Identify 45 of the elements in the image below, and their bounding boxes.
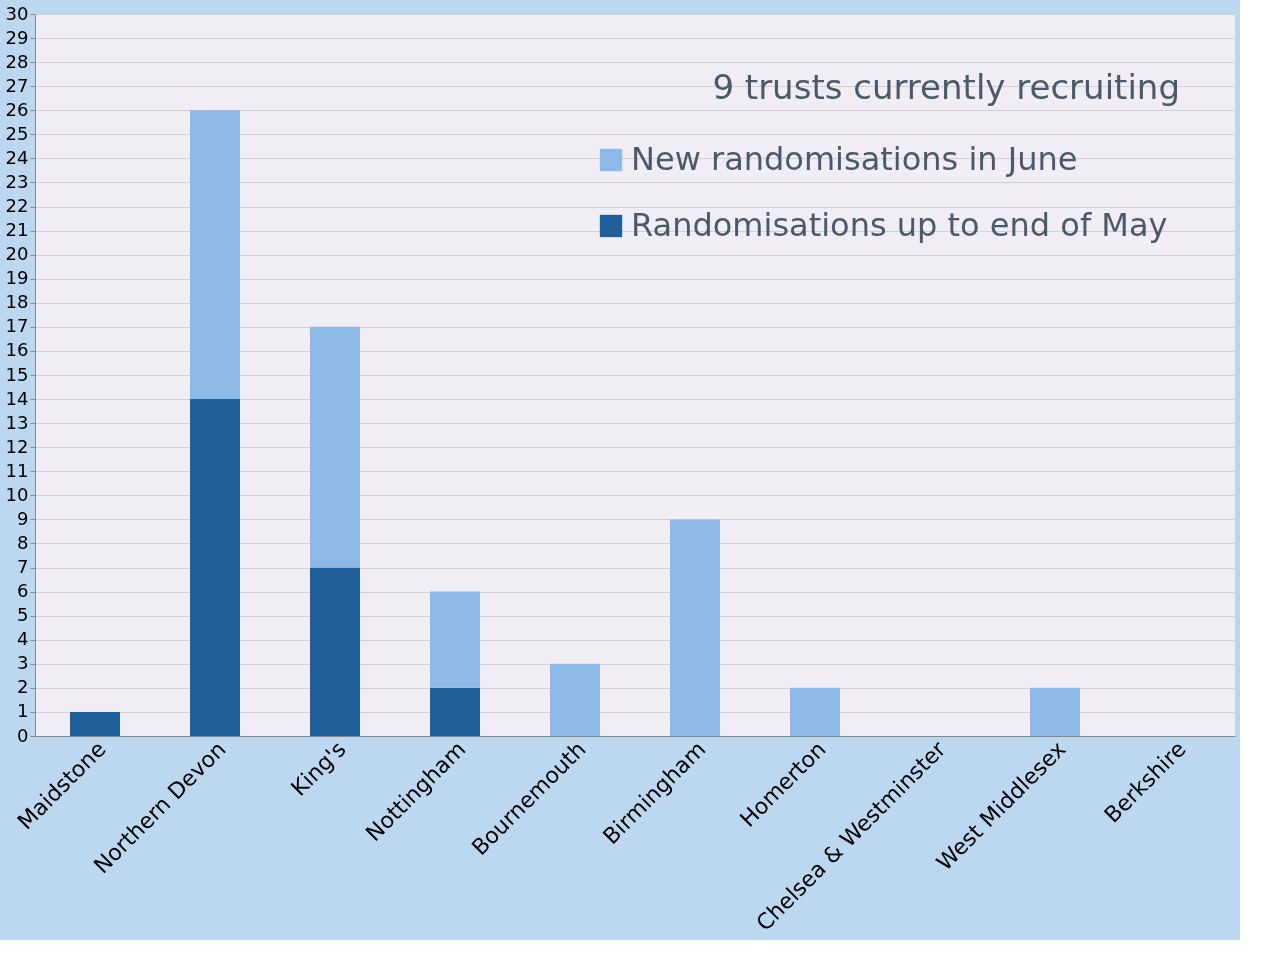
y-tick-label: 14 [5,387,29,409]
y-tick-label: 22 [5,195,29,217]
y-tick-label: 23 [5,170,29,192]
bar [790,687,840,736]
bar [430,591,480,688]
bar [310,326,360,568]
y-tick-label: 5 [17,604,29,626]
y-tick-label: 7 [17,556,29,578]
y-tick-label: 28 [5,50,29,72]
bar [1030,687,1080,736]
y-tick-label: 11 [5,459,29,481]
y-tick-label: 29 [5,26,29,48]
bar [310,567,360,736]
y-tick-label: 3 [17,652,29,674]
y-tick-label: 6 [17,580,29,602]
y-tick-label: 8 [17,531,29,553]
y-tick-label: 12 [5,435,29,457]
legend-label: New randomisations in June [631,140,1078,178]
bar [430,687,480,736]
y-tick-label: 21 [5,219,29,241]
bar [190,399,240,736]
bar [190,110,240,400]
bar [550,663,600,736]
y-tick-label: 4 [17,628,29,650]
legend-label: Randomisations up to end of May [631,206,1168,244]
y-tick-label: 13 [5,411,29,433]
y-tick-label: 18 [5,291,29,313]
y-tick-label: 9 [17,507,29,529]
y-tick-label: 0 [17,724,29,746]
y-tick-label: 19 [5,267,29,289]
y-tick-label: 25 [5,122,29,144]
bar [70,711,120,736]
bar [670,519,720,736]
y-tick-label: 16 [5,339,29,361]
y-tick-label: 30 [5,2,29,24]
y-tick-label: 20 [5,243,29,265]
y-tick-label: 24 [5,146,29,168]
y-tick-label: 1 [17,700,29,722]
y-tick-label: 17 [5,315,29,337]
annotation: 9 trusts currently recruiting [712,67,1180,107]
y-tick-label: 2 [17,676,29,698]
y-tick-label: 10 [5,483,29,505]
y-tick-label: 27 [5,74,29,96]
y-tick-label: 26 [5,98,29,120]
y-tick-label: 15 [5,363,29,385]
